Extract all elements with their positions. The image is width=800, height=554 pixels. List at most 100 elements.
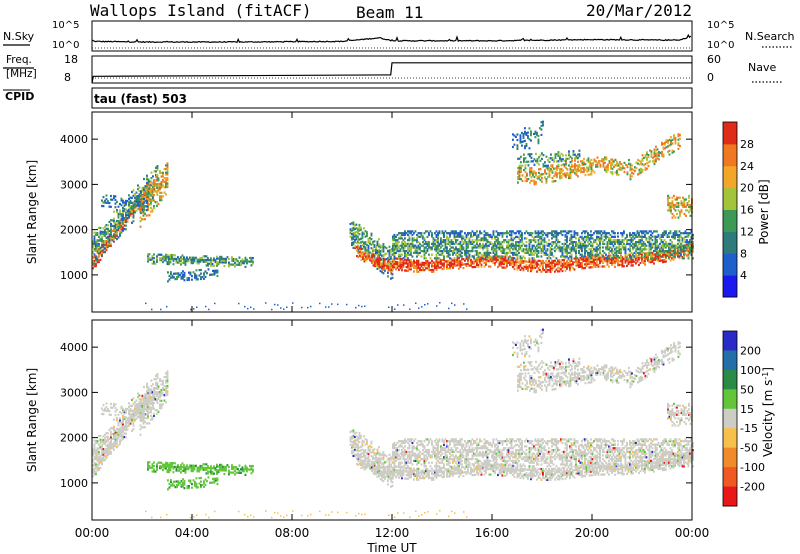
power-cell <box>404 241 406 244</box>
power-cell <box>203 277 205 280</box>
power-cell <box>500 255 502 258</box>
velocity-cell <box>116 439 118 442</box>
power-cell <box>375 252 377 255</box>
power-cell <box>534 263 537 266</box>
power-cell <box>683 232 685 235</box>
power-cell <box>620 255 622 258</box>
power-cell <box>671 212 674 216</box>
power-cell <box>137 195 139 198</box>
power-cell <box>147 178 150 181</box>
power-cell <box>249 260 251 263</box>
power-cell <box>128 212 130 215</box>
power-cell <box>665 253 667 256</box>
power-cell <box>453 237 456 240</box>
power-cell <box>108 233 111 236</box>
power-cell <box>667 196 669 199</box>
power-cell <box>437 251 439 255</box>
power-cell <box>148 199 151 202</box>
power-cell <box>573 248 576 251</box>
power-cell <box>582 244 585 247</box>
power-cell <box>569 165 572 169</box>
power-cell <box>409 308 411 310</box>
power-cell <box>503 257 505 260</box>
power-cell <box>542 263 544 266</box>
power-cell <box>425 230 427 233</box>
power-cell <box>626 264 628 268</box>
power-cell <box>600 237 603 240</box>
power-cell <box>639 251 642 255</box>
power-cell <box>503 266 505 269</box>
power-cell <box>280 307 282 309</box>
power-cell <box>660 246 663 249</box>
power-cell <box>510 230 513 233</box>
power-cell <box>519 268 522 272</box>
power-cell <box>513 134 516 137</box>
power-cell <box>453 259 456 262</box>
velocity-cell <box>101 462 103 465</box>
power-cell <box>668 203 671 207</box>
power-cell <box>447 241 450 244</box>
power-cell <box>608 248 610 251</box>
power-cell <box>379 269 382 273</box>
power-cell <box>541 176 543 180</box>
power-cell <box>683 251 685 255</box>
power-cell <box>137 188 139 191</box>
power-cell <box>461 263 463 266</box>
velocity-cell <box>104 437 106 440</box>
power-cell <box>404 230 406 233</box>
power-cell <box>108 229 111 233</box>
power-cell <box>117 205 120 208</box>
power-cell <box>633 232 636 235</box>
power-cell <box>558 248 561 251</box>
power-cell <box>516 133 519 136</box>
noise-left-tick-top: 10^5 <box>52 20 79 31</box>
power-cell <box>632 239 634 242</box>
power-cell <box>504 259 507 262</box>
power-cell <box>608 232 610 235</box>
power-cell <box>414 239 417 242</box>
power-cell <box>378 243 380 246</box>
power-cell <box>611 173 614 176</box>
power-cell <box>485 251 487 255</box>
power-cell <box>537 138 540 141</box>
power-cell <box>605 167 608 170</box>
power-cell <box>157 188 160 191</box>
power-cell <box>135 206 138 209</box>
power-cell <box>96 242 99 246</box>
power-cell <box>479 244 481 247</box>
power-cell <box>328 306 330 308</box>
power-cell <box>574 166 576 169</box>
power-cell <box>377 255 379 258</box>
power-cell <box>692 246 694 249</box>
power-cell <box>410 248 412 251</box>
power-cell <box>388 251 391 254</box>
power-cell <box>113 240 115 243</box>
power-cell <box>393 253 396 256</box>
power-cell <box>201 258 203 262</box>
power-cell <box>486 246 489 249</box>
power-cell <box>581 267 583 270</box>
y-tick-label: 2000 <box>60 224 88 237</box>
power-cell <box>565 161 567 164</box>
power-cell <box>467 232 469 235</box>
power-cell <box>621 233 624 237</box>
power-cell <box>432 242 435 246</box>
power-cell <box>536 255 538 258</box>
power-cell <box>515 235 517 239</box>
power-cell <box>596 242 598 246</box>
velocity-cell <box>96 447 99 450</box>
power-cell <box>139 209 142 212</box>
power-cell <box>567 244 570 247</box>
power-cell <box>683 203 686 207</box>
power-cell <box>611 163 614 167</box>
power-cell <box>104 243 106 246</box>
power-cell <box>113 217 115 220</box>
power-cell <box>463 303 465 305</box>
power-cell <box>582 242 585 246</box>
power-cell <box>536 263 538 266</box>
power-cell <box>228 265 230 268</box>
power-cell <box>557 263 559 266</box>
power-cell <box>138 208 141 211</box>
power-cell <box>564 262 567 265</box>
power-cell <box>667 194 669 198</box>
